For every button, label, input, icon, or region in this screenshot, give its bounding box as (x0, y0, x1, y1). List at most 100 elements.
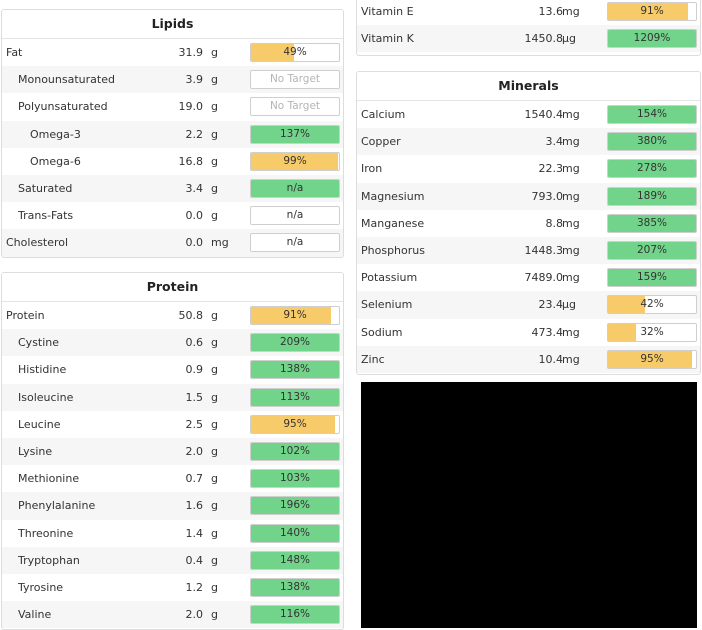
target-progress-fill (251, 334, 339, 352)
nutrient-amount: 1.5 (185, 390, 204, 404)
target-percent-label: 137% (279, 127, 311, 140)
vitamins-rows: Vitamin E 13.6 mg 91% Vitamin K 1450.8 µg 1209% (357, 0, 700, 53)
nutrient-row-selenium[interactable]: Selenium 23.4 µg 42% (357, 291, 700, 319)
nutrient-amount: 50.8 (178, 309, 204, 322)
lipids-rows: Fat 31.9 g 49% Monounsaturated 3.9 g No Target P… (2, 39, 343, 257)
target-progress-bar: 138% (250, 360, 340, 380)
nutrient-amount: 13.6 (538, 5, 564, 18)
target-progress-bar: 209% (250, 333, 340, 353)
nutrient-unit: g (211, 181, 218, 195)
nutrient-row-tryptophan[interactable]: Tryptophan 0.4 g 148% (2, 546, 343, 574)
nutrient-row-zinc[interactable]: Zinc 10.4 mg 95% (357, 345, 700, 373)
nutrient-name: Cholesterol (6, 236, 69, 250)
target-progress-bar: 91% (250, 306, 340, 325)
target-progress-bar: n/a (250, 206, 340, 226)
nutrient-row-leucine[interactable]: Leucine 2.5 g 95% (2, 411, 343, 438)
nutrient-name: Methionine (18, 472, 80, 486)
nutrient-name: Threonine (18, 526, 74, 540)
nutrient-amount: 1.6 (185, 499, 204, 513)
nutrient-row-omega-6[interactable]: Omega-6 16.8 g 99% (2, 148, 343, 175)
nutrient-row-vitamin-k[interactable]: Vitamin K 1450.8 µg 1209% (357, 25, 700, 53)
nutrient-unit: g (211, 363, 218, 377)
target-progress-bar: n/a (250, 233, 340, 253)
lipids-title: Lipids (2, 10, 343, 39)
vitamins-panel: Vitamin E 13.6 mg 91% Vitamin K 1450.8 µg 1209% (356, 0, 701, 56)
nutrient-row-phenylalanine[interactable]: Phenylalanine 1.6 g 196% (2, 492, 343, 520)
nutrient-row-trans-fats[interactable]: Trans-Fats 0.0 g n/a (2, 202, 343, 229)
nutrient-amount: 22.3 (538, 162, 564, 176)
nutrient-row-saturated[interactable]: Saturated 3.4 g n/a (2, 174, 343, 203)
nutrient-row-sodium[interactable]: Sodium 473.4 mg 32% (357, 319, 700, 346)
target-progress-fill (251, 307, 332, 324)
nutrient-name: Manganese (361, 216, 425, 230)
nutrient-unit: µg (562, 32, 576, 46)
nutrient-unit: g (211, 417, 218, 431)
nutrient-unit: g (211, 309, 218, 322)
nutrient-row-cystine[interactable]: Cystine 0.6 g 209% (2, 329, 343, 357)
nutrient-row-isoleucine[interactable]: Isoleucine 1.5 g 113% (2, 383, 343, 411)
target-percent-label: 91% (640, 5, 664, 17)
nutrient-row-threonine[interactable]: Threonine 1.4 g 140% (2, 520, 343, 547)
nutrient-amount: 0.4 (185, 553, 204, 567)
nutrient-row-monounsaturated[interactable]: Monounsaturated 3.9 g No Target (2, 66, 343, 94)
target-progress-bar: 116% (250, 605, 340, 625)
target-progress-fill (608, 296, 645, 314)
nutrient-row-copper[interactable]: Copper 3.4 mg 380% (357, 128, 700, 156)
target-progress-fill (251, 524, 339, 542)
nutrient-name: Vitamin K (361, 32, 414, 46)
nutrient-row-potassium[interactable]: Potassium 7489.0 mg 159% (357, 264, 700, 291)
target-progress-bar: 138% (250, 577, 340, 597)
nutrient-row-fat[interactable]: Fat 31.9 g 49% (2, 39, 343, 66)
nutrient-name: Trans-Fats (18, 209, 74, 223)
nutrient-row-omega-3[interactable]: Omega-3 2.2 g 137% (2, 120, 343, 148)
target-percent-label: 91% (283, 309, 307, 321)
nutrient-name: Selenium (361, 298, 413, 312)
nutrient-amount: 23.4 (538, 298, 564, 312)
nutrient-name: Histidine (18, 363, 67, 377)
target-progress-bar: n/a (250, 178, 340, 198)
nutrient-row-cholesterol[interactable]: Cholesterol 0.0 mg n/a (2, 229, 343, 257)
nutrient-row-tyrosine[interactable]: Tyrosine 1.2 g 138% (2, 574, 343, 601)
target-progress-bar: 42% (607, 295, 697, 315)
nutrient-name: Phenylalanine (18, 499, 96, 513)
target-percent-label: 159% (636, 271, 668, 284)
nutrient-unit: mg (562, 108, 580, 121)
target-progress-fill (608, 106, 696, 123)
lipids-panel: Lipids Fat 31.9 g 49% Monounsaturated 3.9 g No … (1, 9, 344, 258)
nutrient-row-valine[interactable]: Valine 2.0 g 116% (2, 601, 343, 629)
nutrient-name: Vitamin E (361, 5, 414, 18)
protein-panel: Protein Protein 50.8 g 91% Cystine 0.6 g 209% Hi… (1, 272, 344, 630)
nutrient-name: Zinc (361, 352, 385, 366)
nutrient-row-vitamin-e[interactable]: Vitamin E 13.6 mg 91% (357, 0, 700, 25)
nutrient-unit: mg (562, 216, 580, 230)
nutrient-unit: mg (562, 352, 580, 366)
nutrient-name: Leucine (18, 417, 61, 431)
target-progress-fill (608, 323, 637, 341)
nutrient-row-protein[interactable]: Protein 50.8 g 91% (2, 302, 343, 329)
minerals-panel: Minerals Calcium 1540.4 mg 154% Copper 3.4 mg 3… (356, 71, 701, 375)
nutrient-row-iron[interactable]: Iron 22.3 mg 278% (357, 155, 700, 182)
nutrient-row-histidine[interactable]: Histidine 0.9 g 138% (2, 356, 343, 383)
nutrient-unit: g (211, 209, 218, 223)
nutrient-row-magnesium[interactable]: Magnesium 793.0 mg 189% (357, 182, 700, 210)
target-percent-label: 95% (283, 417, 307, 430)
target-percent-label: 148% (279, 553, 311, 566)
nutrient-name: Phosphorus (361, 243, 425, 257)
nutrient-unit: g (211, 526, 218, 540)
nutrient-row-manganese[interactable]: Manganese 8.8 mg 385% (357, 210, 700, 237)
nutrient-row-phosphorus[interactable]: Phosphorus 1448.3 mg 207% (357, 236, 700, 265)
target-percent-label: 99% (283, 154, 307, 167)
target-progress-fill (608, 350, 692, 368)
target-progress-fill (608, 160, 696, 178)
nutrient-unit: g (211, 100, 218, 114)
nutrient-row-methionine[interactable]: Methionine 0.7 g 103% (2, 465, 343, 492)
nutrient-row-calcium[interactable]: Calcium 1540.4 mg 154% (357, 101, 700, 128)
nutrient-row-lysine[interactable]: Lysine 2.0 g 102% (2, 437, 343, 466)
nutrient-amount: 0.0 (185, 209, 204, 223)
nutrient-unit: mg (562, 243, 580, 257)
nutrient-row-polyunsaturated[interactable]: Polyunsaturated 19.0 g No Target (2, 93, 343, 120)
nutrient-amount: 7489.0 (524, 271, 564, 285)
nutrient-name: Tryptophan (18, 553, 80, 567)
target-progress-fill (251, 470, 339, 488)
target-progress-bar: 159% (607, 268, 697, 288)
